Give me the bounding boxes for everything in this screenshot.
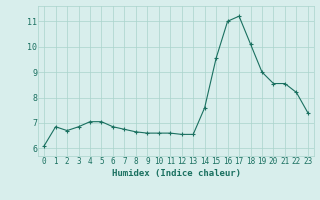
X-axis label: Humidex (Indice chaleur): Humidex (Indice chaleur) [111,169,241,178]
